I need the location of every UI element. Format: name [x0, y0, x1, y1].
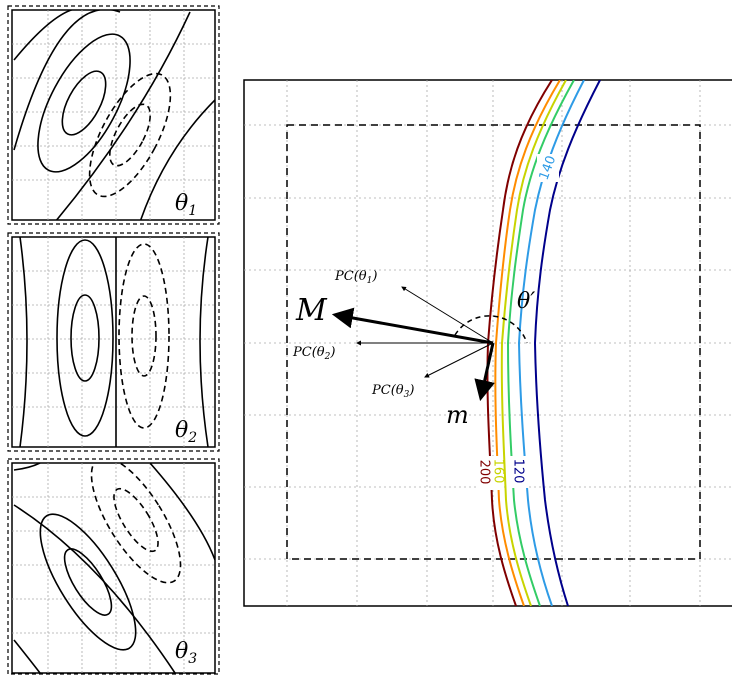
label-bg: [507, 456, 529, 488]
contour-160: [500, 80, 567, 606]
contour-lines: [486, 80, 601, 606]
pc3-label: PC(θ3): [371, 383, 414, 400]
panel-label: θ3: [175, 639, 197, 667]
contour-label-200: 200: [477, 460, 492, 485]
pc3-arrow: [424, 342, 494, 378]
panel-contours: [13, 10, 215, 220]
panel-label: θ2: [175, 418, 197, 446]
main-plot: 140 120 200 160 M m θ′ PC(θ1) PC(θ2) PC(…: [243, 79, 732, 607]
panel-grid: [12, 10, 215, 220]
big-vector-arrow: [331, 307, 494, 345]
contour-label-160: 160: [491, 459, 506, 484]
label-bg: [476, 456, 502, 490]
panel-dashed-border: [7, 5, 220, 225]
contour-label-120: 120: [511, 459, 526, 484]
panel-frame: [11, 9, 216, 221]
contour-150: [506, 80, 575, 606]
panel-contours: [13, 463, 215, 673]
panel-dashed-border: [7, 232, 220, 452]
pc2-label: PC(θ2): [292, 345, 335, 362]
contour-120: [533, 80, 601, 606]
panel-theta3: θ3: [7, 458, 220, 675]
big-vector-label: M: [295, 293, 328, 328]
inner-dashed-box: [286, 124, 701, 560]
panel-theta1: θ1: [7, 5, 220, 225]
angle-arc: [454, 315, 528, 344]
pc1-arrow: [401, 286, 494, 344]
panel-contours: [19, 237, 209, 447]
pc1-label: PC(θ1): [334, 269, 377, 286]
contour-190: [494, 80, 561, 606]
panel-dashed-border: [7, 458, 220, 675]
panel-theta2: θ2: [7, 232, 220, 452]
small-vector-arrow: [474, 342, 495, 402]
angle-label: θ′: [517, 289, 535, 314]
small-vector-label: m: [446, 401, 469, 429]
panel-label: θ1: [175, 191, 197, 219]
label-bg: [537, 154, 559, 182]
